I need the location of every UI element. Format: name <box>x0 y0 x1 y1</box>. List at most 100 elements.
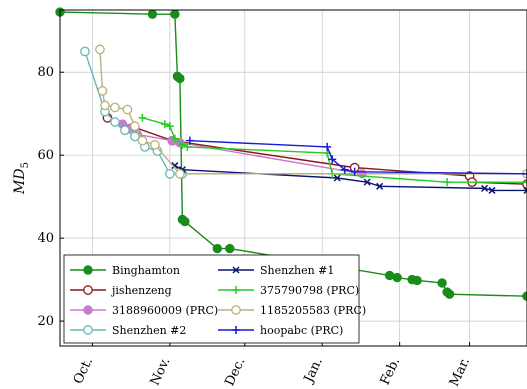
data-point <box>130 121 140 131</box>
data-point <box>83 325 93 335</box>
legend-label: Shenzhen #2 <box>112 324 186 337</box>
x-tick-label: Mar. <box>447 355 473 389</box>
data-point <box>150 139 160 150</box>
data-point <box>175 73 185 84</box>
data-point <box>412 275 422 286</box>
data-point <box>232 326 240 334</box>
legend-entry: Shenzhen #1 <box>218 264 334 277</box>
data-point <box>523 178 527 187</box>
data-point <box>171 162 179 170</box>
legend-entry: Binghamton <box>70 264 180 277</box>
data-point <box>165 169 175 179</box>
data-point <box>138 113 147 122</box>
legend-entry: Shenzhen #2 <box>70 324 186 337</box>
data-point <box>363 178 371 186</box>
data-point <box>80 46 90 57</box>
data-point <box>323 142 332 151</box>
data-point <box>437 278 447 288</box>
data-point <box>83 285 93 295</box>
series-375790798-prc <box>138 113 527 187</box>
data-point <box>212 243 223 254</box>
data-point <box>328 155 337 164</box>
data-point <box>392 272 402 283</box>
data-point <box>95 44 105 55</box>
data-point <box>147 9 158 19</box>
data-point <box>83 265 93 275</box>
legend-entry: hoopabc (PRC) <box>218 324 343 337</box>
data-point <box>120 125 130 136</box>
series-line <box>142 117 527 183</box>
data-point <box>110 117 120 127</box>
data-point <box>231 305 241 315</box>
x-tick-label: Oct. <box>71 355 96 386</box>
data-point <box>350 167 359 176</box>
series-line <box>189 139 527 175</box>
y-tick-label: 80 <box>37 65 54 80</box>
data-point <box>522 291 527 301</box>
series-line <box>59 11 527 297</box>
x-tick-label: Jan. <box>301 355 326 386</box>
data-point <box>225 243 235 254</box>
series-layer <box>55 7 527 301</box>
series-line <box>99 49 527 175</box>
data-point <box>175 169 185 179</box>
data-point <box>488 186 496 194</box>
data-point <box>83 305 93 315</box>
data-point <box>165 122 174 131</box>
y-axis-title: MD5 <box>12 162 31 195</box>
data-point <box>160 120 169 129</box>
data-point <box>100 100 110 111</box>
legend-entry: jishenzeng <box>70 284 172 297</box>
data-point <box>340 165 349 174</box>
x-axis: Oct. Nov. Dec. Jan. Feb. Mar. <box>71 342 473 389</box>
data-point <box>110 102 120 113</box>
legend-label: Shenzhen #1 <box>260 264 334 277</box>
data-point <box>137 135 148 146</box>
legend-box <box>63 254 360 344</box>
data-point <box>170 9 180 19</box>
data-point <box>333 174 341 182</box>
legend-entry: 375790798 (PRC) <box>218 284 359 297</box>
legend-label: 3188960009 (PRC) <box>112 304 218 317</box>
data-point <box>232 266 240 274</box>
data-point <box>130 131 140 142</box>
data-point <box>180 216 190 227</box>
plot-frame <box>59 9 527 347</box>
y-tick-label: 20 <box>37 314 54 329</box>
data-point <box>183 142 192 151</box>
data-point <box>170 134 179 143</box>
series-shenzhen-2 <box>80 46 527 179</box>
data-point <box>523 169 527 178</box>
data-point <box>481 184 489 192</box>
data-point <box>232 286 240 294</box>
y-tick-label: 60 <box>37 148 54 163</box>
series-1185205583-prc <box>95 44 527 179</box>
y-tick-label: 40 <box>37 231 54 246</box>
legend: Binghamton jishenzeng 3188960009 (PRC) Shen… <box>63 254 366 344</box>
data-point <box>376 182 384 190</box>
legend-label: jishenzeng <box>110 284 172 297</box>
data-point <box>444 289 455 299</box>
data-point <box>523 186 527 194</box>
series-shenzhen-1 <box>171 162 527 194</box>
data-point <box>97 86 108 96</box>
series-hoopabc-prc <box>185 136 527 178</box>
legend-entry: 3188960009 (PRC) <box>70 304 218 317</box>
x-tick-label: Feb. <box>378 355 404 387</box>
legend-label: Binghamton <box>112 264 180 277</box>
y-axis-title-main: MD <box>12 168 28 195</box>
legend-label: 1185205583 (PRC) <box>260 304 366 317</box>
data-point <box>122 104 133 115</box>
data-point <box>185 136 194 145</box>
y-axis: 20 40 60 80 <box>37 65 64 329</box>
x-tick-label: Dec. <box>222 355 248 388</box>
legend-entry: 1185205583 (PRC) <box>218 304 366 317</box>
data-point <box>178 140 187 149</box>
series-line <box>122 123 527 175</box>
legend-label: 375790798 (PRC) <box>260 284 359 297</box>
data-point <box>443 178 452 187</box>
legend-label: hoopabc (PRC) <box>260 324 343 337</box>
x-tick-label: Nov. <box>148 355 174 388</box>
y-axis-title-subscript: 5 <box>20 162 31 168</box>
